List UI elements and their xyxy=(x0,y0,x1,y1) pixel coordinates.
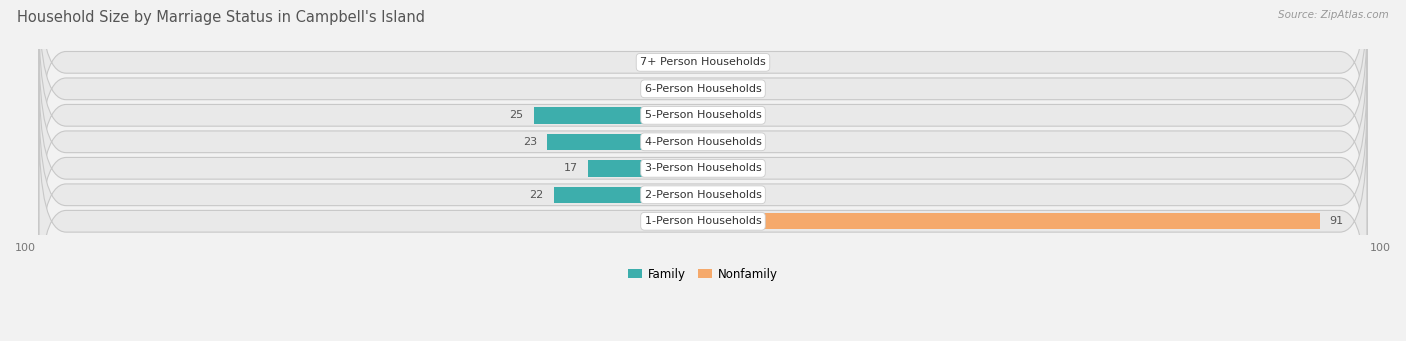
Text: 2-Person Households: 2-Person Households xyxy=(644,190,762,200)
Text: 0: 0 xyxy=(747,137,754,147)
FancyBboxPatch shape xyxy=(39,126,1367,316)
Text: 0: 0 xyxy=(652,84,659,94)
Text: 6: 6 xyxy=(754,190,761,200)
Text: 7+ Person Households: 7+ Person Households xyxy=(640,57,766,67)
Bar xyxy=(588,160,703,177)
Text: 4-Person Households: 4-Person Households xyxy=(644,137,762,147)
Text: Household Size by Marriage Status in Campbell's Island: Household Size by Marriage Status in Cam… xyxy=(17,10,425,25)
Text: 22: 22 xyxy=(530,190,544,200)
FancyBboxPatch shape xyxy=(39,0,1367,184)
Bar xyxy=(669,54,703,71)
Bar xyxy=(547,134,703,150)
Bar xyxy=(703,187,744,203)
Text: 5-Person Households: 5-Person Households xyxy=(644,110,762,120)
FancyBboxPatch shape xyxy=(39,20,1367,210)
Bar xyxy=(703,213,1319,229)
Text: 0: 0 xyxy=(652,57,659,67)
Text: 17: 17 xyxy=(564,163,578,173)
Text: 3-Person Households: 3-Person Households xyxy=(644,163,762,173)
Text: 0: 0 xyxy=(652,216,659,226)
Text: 0: 0 xyxy=(747,163,754,173)
Bar xyxy=(703,134,737,150)
FancyBboxPatch shape xyxy=(39,73,1367,263)
Bar xyxy=(703,107,737,123)
FancyBboxPatch shape xyxy=(39,47,1367,237)
Bar xyxy=(669,80,703,97)
Text: 91: 91 xyxy=(1330,216,1344,226)
Text: 6-Person Households: 6-Person Households xyxy=(644,84,762,94)
Text: Source: ZipAtlas.com: Source: ZipAtlas.com xyxy=(1278,10,1389,20)
FancyBboxPatch shape xyxy=(39,0,1367,158)
FancyBboxPatch shape xyxy=(39,100,1367,290)
Text: 0: 0 xyxy=(747,57,754,67)
Bar xyxy=(669,213,703,229)
Text: 0: 0 xyxy=(747,84,754,94)
Bar xyxy=(554,187,703,203)
Text: 0: 0 xyxy=(747,110,754,120)
Text: 1-Person Households: 1-Person Households xyxy=(644,216,762,226)
Legend: Family, Nonfamily: Family, Nonfamily xyxy=(628,268,778,281)
Bar xyxy=(703,80,737,97)
Bar xyxy=(703,160,737,177)
Text: 23: 23 xyxy=(523,137,537,147)
Bar xyxy=(534,107,703,123)
Bar xyxy=(703,54,737,71)
Text: 25: 25 xyxy=(509,110,523,120)
